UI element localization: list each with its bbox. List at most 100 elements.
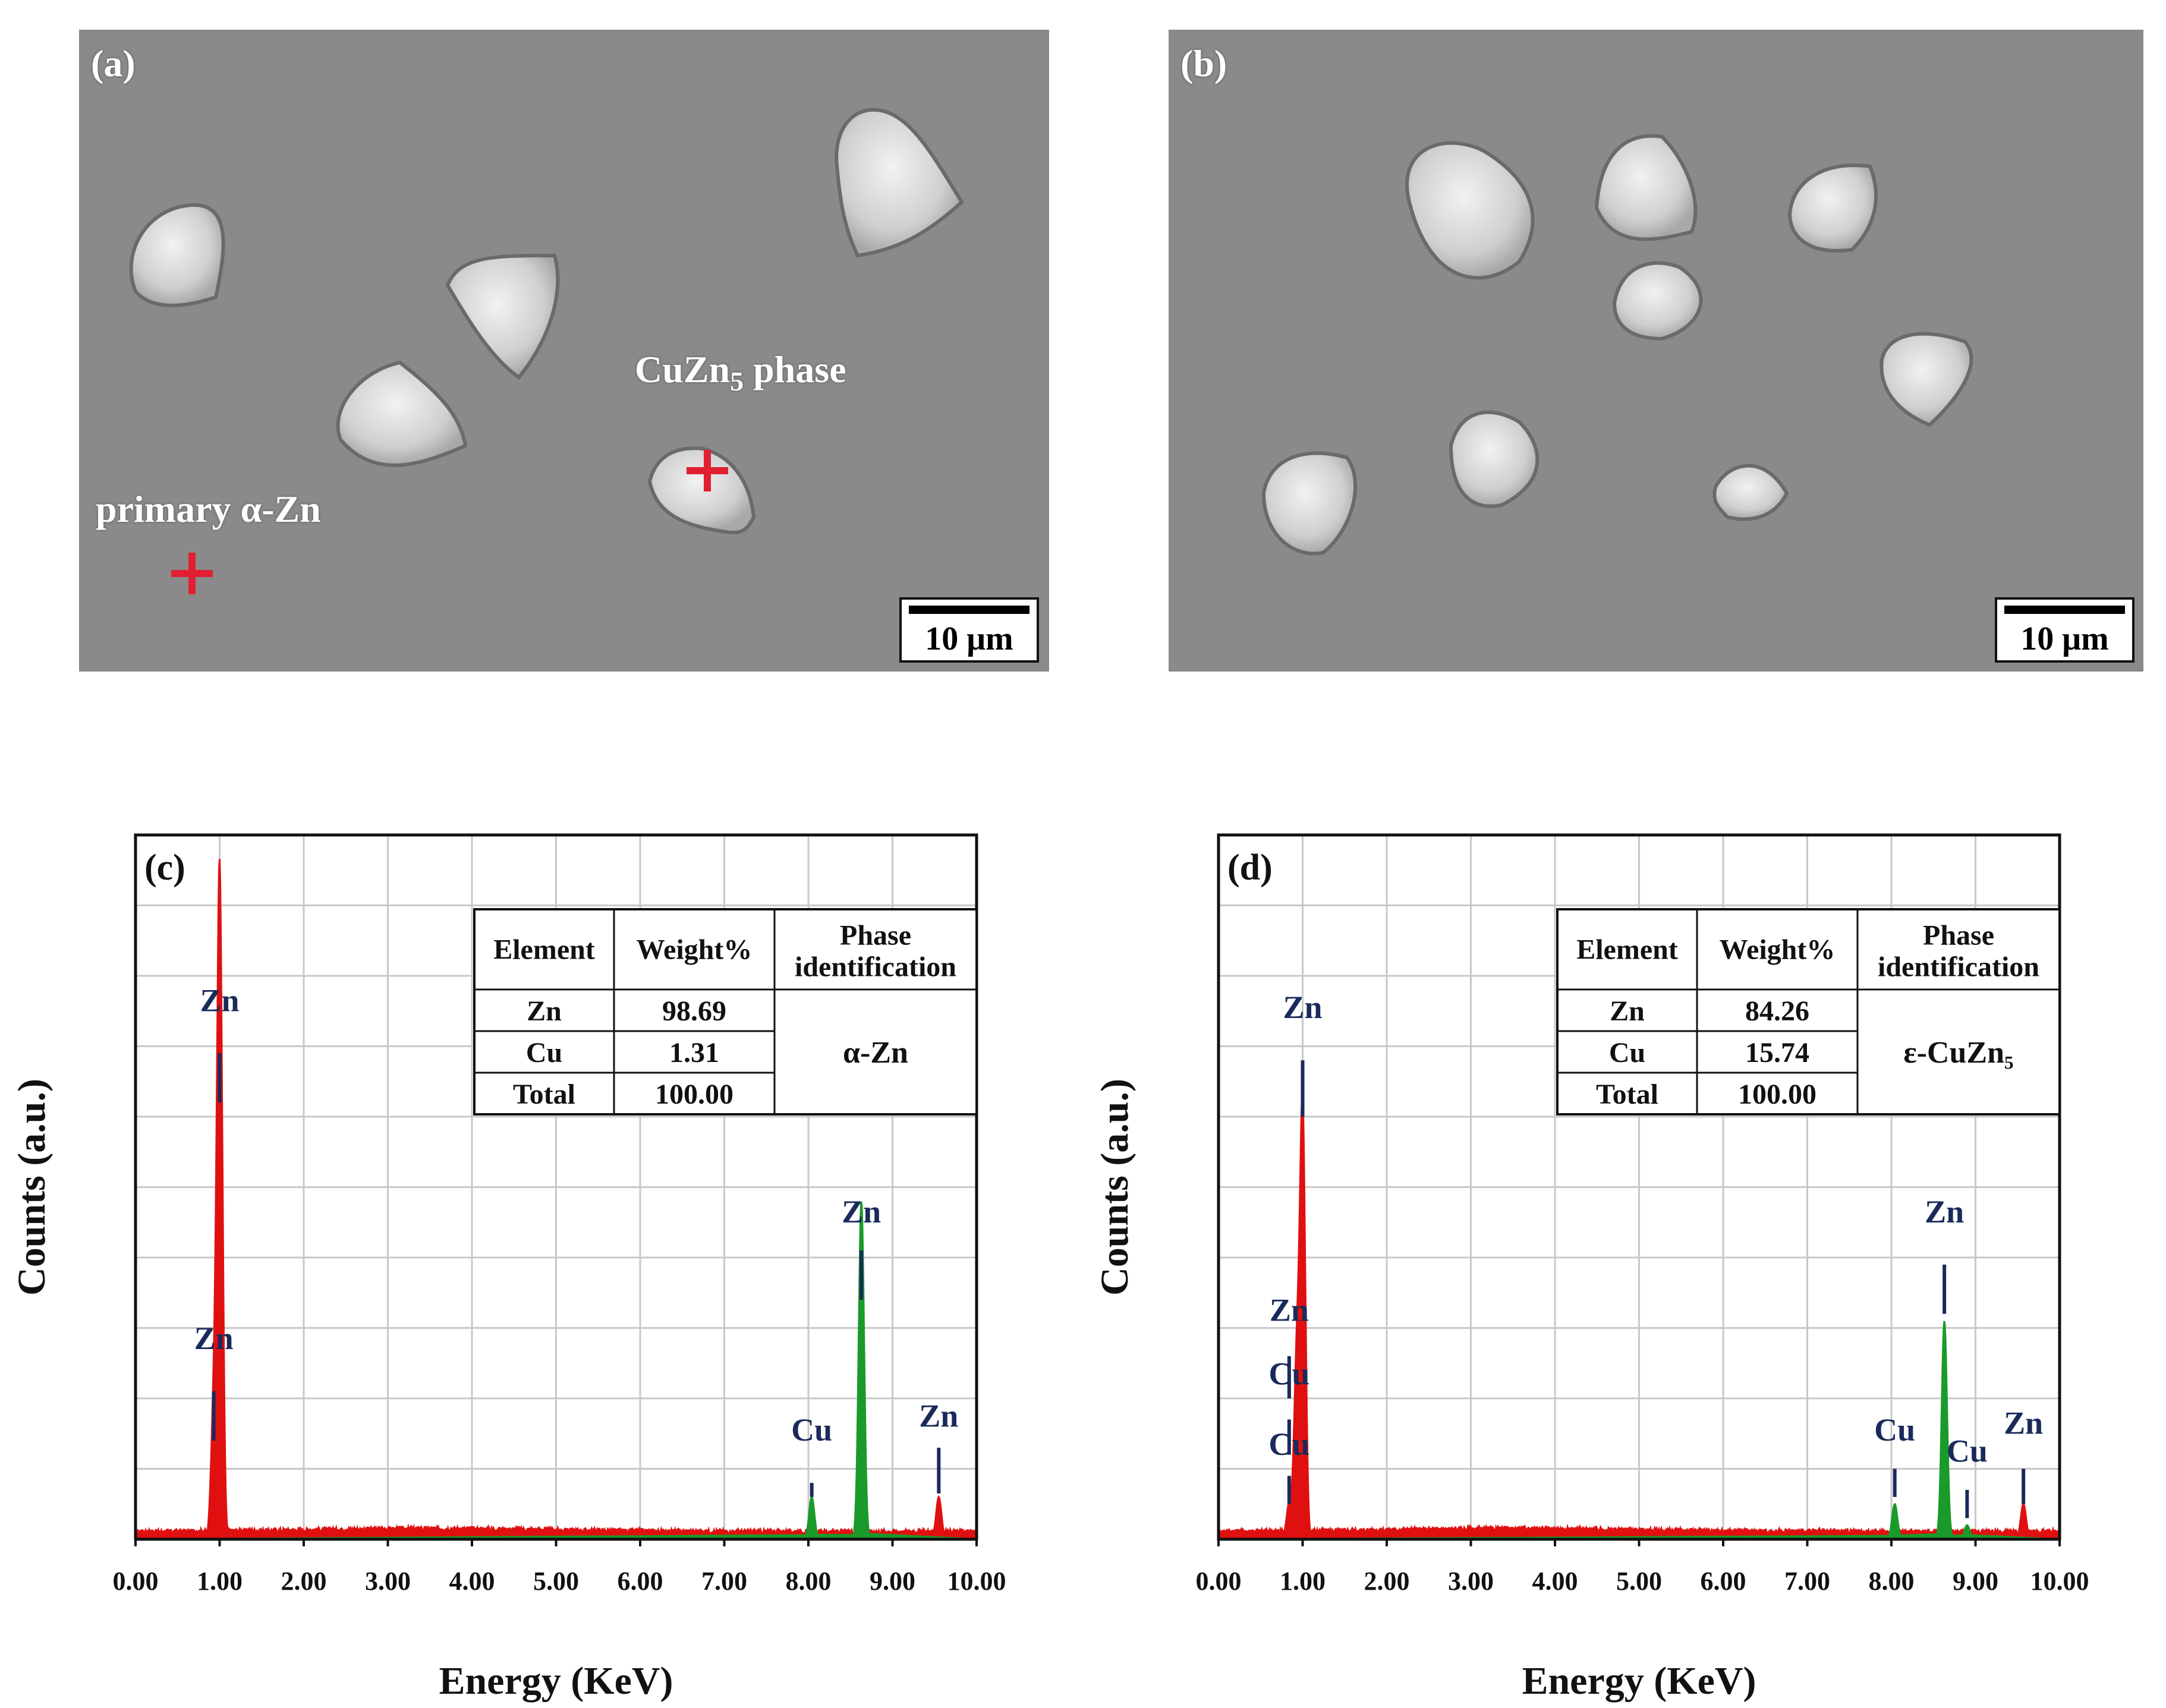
x-tick-label: 9.00 bbox=[870, 1567, 915, 1596]
spectrum-series-1 bbox=[135, 1201, 977, 1540]
table-frame bbox=[473, 908, 978, 1115]
x-axis-label: Energy (KeV) bbox=[1522, 1659, 1756, 1703]
peak-label: Zn bbox=[1270, 1293, 1309, 1328]
table-cell: 100.00 bbox=[655, 1079, 733, 1110]
edx-chart-d: 0.00 1.00 2.00 3.00 4.00 5.00 6.00 7.00 8.00 9.00… bbox=[1083, 820, 2166, 1705]
particle bbox=[835, 108, 964, 258]
panel-label-a: (a) bbox=[91, 42, 136, 84]
table-cell: 100.00 bbox=[1738, 1079, 1816, 1110]
peak-label: Cu bbox=[1874, 1412, 1915, 1448]
phase-identification: ε-CuZn₅ bbox=[1903, 1036, 2013, 1070]
particle bbox=[336, 360, 468, 467]
spectrum-series-1 bbox=[1218, 1321, 2060, 1540]
particle bbox=[1787, 163, 1878, 253]
x-tick-label: 5.00 bbox=[533, 1567, 579, 1596]
particle bbox=[1405, 141, 1535, 280]
y-axis-label: Counts (a.u.) bbox=[10, 1079, 53, 1296]
particle bbox=[1879, 332, 1973, 427]
table-cell: Total bbox=[1596, 1079, 1658, 1110]
scale-bar-b: 10 μm bbox=[1995, 597, 2134, 663]
cuzn5-phase-text: phase bbox=[744, 348, 846, 390]
particle bbox=[1712, 464, 1789, 521]
x-tick-label: 0.00 bbox=[113, 1567, 159, 1596]
scale-bar-line bbox=[909, 606, 1030, 614]
primary-alpha-zn-label: primary α-Zn bbox=[96, 488, 321, 530]
x-tick-label: 2.00 bbox=[281, 1567, 327, 1596]
edx-chart-c: 0.00 1.00 2.00 3.00 4.00 5.00 6.00 7.00 8.00 9.00… bbox=[0, 820, 1083, 1705]
particle bbox=[1449, 410, 1540, 508]
x-tick-label: 3.00 bbox=[365, 1567, 411, 1596]
table-header: Phase bbox=[840, 920, 911, 951]
table-frame bbox=[1556, 908, 2061, 1115]
spectrum-series-0 bbox=[1217, 1094, 2061, 1540]
scale-bar-text: 10 μm bbox=[2020, 620, 2109, 657]
particle bbox=[445, 253, 560, 380]
table-header: Element bbox=[493, 934, 595, 966]
particle bbox=[1612, 261, 1703, 341]
table-cell: 1.31 bbox=[669, 1037, 719, 1069]
peak-label: Zn bbox=[194, 1321, 234, 1356]
x-tick-label: 2.00 bbox=[1364, 1567, 1410, 1596]
table-cell: Zn bbox=[527, 995, 562, 1027]
table-cell: Cu bbox=[526, 1037, 562, 1069]
panel-label-b: (b) bbox=[1180, 42, 1227, 84]
table-header: identification bbox=[1878, 951, 2039, 983]
peak-label: Cu bbox=[1947, 1433, 1988, 1469]
x-tick-label: 6.00 bbox=[618, 1567, 663, 1596]
cuzn5-phase-label: CuZn5 phase bbox=[635, 348, 846, 397]
cuzn5-text: CuZn bbox=[635, 348, 731, 390]
table-header: Element bbox=[1576, 934, 1678, 966]
table-cell: Total bbox=[513, 1079, 575, 1110]
x-tick-label: 10.00 bbox=[947, 1567, 1006, 1596]
edx-spectrum-d: 0.00 1.00 2.00 3.00 4.00 5.00 6.00 7.00 8.00 9.00… bbox=[1093, 833, 2089, 1703]
table-header: Weight% bbox=[1720, 934, 1836, 966]
x-tick-label: 3.00 bbox=[1448, 1567, 1494, 1596]
edx-spectrum-c: 0.00 1.00 2.00 3.00 4.00 5.00 6.00 7.00 8.00 9.00… bbox=[10, 833, 1006, 1703]
table-cell: 15.74 bbox=[1745, 1037, 1809, 1069]
table-cell: Cu bbox=[1609, 1037, 1645, 1069]
peak-label: Zn bbox=[842, 1194, 881, 1230]
peak-label: Zn bbox=[919, 1398, 958, 1433]
x-tick-label: 7.00 bbox=[701, 1567, 747, 1596]
x-tick-label: 9.00 bbox=[1953, 1567, 1998, 1596]
table-header: identification bbox=[795, 951, 956, 983]
table-header: Weight% bbox=[637, 934, 753, 966]
particle bbox=[129, 203, 225, 307]
phase-identification: α-Zn bbox=[843, 1036, 908, 1070]
x-tick-label: 5.00 bbox=[1616, 1567, 1662, 1596]
table-cell: 84.26 bbox=[1745, 995, 1809, 1027]
x-tick-label: 7.00 bbox=[1784, 1567, 1830, 1596]
y-axis-label: Counts (a.u.) bbox=[1093, 1079, 1136, 1296]
x-tick-label: 4.00 bbox=[449, 1567, 495, 1596]
sem-image-b: (b) 10 μm bbox=[1169, 30, 2143, 672]
table-cell: 98.69 bbox=[662, 995, 726, 1027]
panel-label: (c) bbox=[144, 847, 185, 888]
table-cell: Zn bbox=[1610, 995, 1645, 1027]
panel-label: (d) bbox=[1227, 847, 1273, 888]
red-cross-marker bbox=[687, 450, 728, 491]
x-tick-label: 8.00 bbox=[1869, 1567, 1915, 1596]
peak-label: Zn bbox=[2004, 1405, 2043, 1441]
x-tick-label: 1.00 bbox=[1280, 1567, 1326, 1596]
peak-label: Zn bbox=[200, 982, 239, 1018]
sem-background-a bbox=[79, 30, 1049, 672]
x-axis-label: Energy (KeV) bbox=[439, 1659, 673, 1703]
particle bbox=[1261, 451, 1358, 556]
peak-label: Cu bbox=[791, 1412, 832, 1448]
peak-label: Zn bbox=[1283, 989, 1322, 1025]
cuzn5-subscript: 5 bbox=[730, 365, 744, 396]
x-tick-label: 0.00 bbox=[1196, 1567, 1242, 1596]
table-header: Phase bbox=[1923, 920, 1994, 951]
peak-label: Zn bbox=[1925, 1194, 1964, 1230]
x-tick-label: 8.00 bbox=[786, 1567, 832, 1596]
scale-bar-a: 10 μm bbox=[899, 597, 1039, 663]
x-tick-label: 6.00 bbox=[1701, 1567, 1746, 1596]
scale-bar-line bbox=[2004, 606, 2125, 614]
red-cross-marker bbox=[171, 553, 213, 594]
sem-background-b bbox=[1169, 30, 2143, 672]
sem-image-a: (a) CuZn5 phase primary α-Zn 10 μm bbox=[79, 30, 1049, 672]
spectrum-series-0 bbox=[134, 859, 978, 1540]
x-tick-label: 4.00 bbox=[1532, 1567, 1578, 1596]
